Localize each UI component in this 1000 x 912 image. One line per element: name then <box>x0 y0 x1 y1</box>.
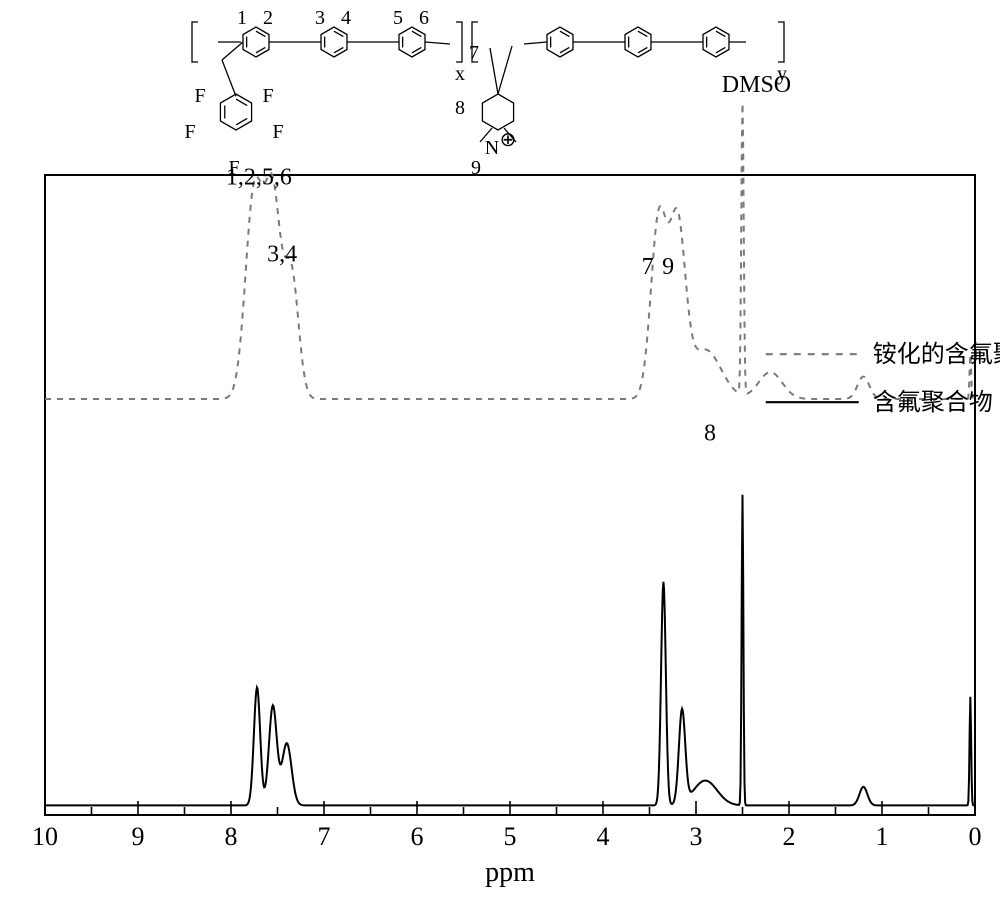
peak-label: 8 <box>704 421 716 447</box>
peak-label: 3,4 <box>267 241 297 267</box>
structure-label: 5 <box>393 7 403 29</box>
structure-label: 6 <box>419 7 429 29</box>
x-tick-label: 1 <box>876 822 889 851</box>
x-tick-label: 10 <box>32 822 58 851</box>
structure-label: N <box>485 137 499 159</box>
plot-frame <box>45 175 975 815</box>
x-axis-label: ppm <box>485 857 535 888</box>
legend-label: 铵化的含氟聚合物 <box>873 341 1000 368</box>
structure-label: 1 <box>237 7 247 29</box>
structure-label: F <box>194 85 205 107</box>
x-tick-label: 2 <box>783 822 796 851</box>
x-tick-label: 6 <box>411 822 424 851</box>
structure-label: x <box>455 63 465 85</box>
legend-label: 含氟聚合物 <box>873 389 993 416</box>
peak-label: 7 <box>642 254 654 280</box>
x-tick-label: 9 <box>132 822 145 851</box>
structure-label: 4 <box>341 7 351 29</box>
structure-label: 7 <box>469 42 479 64</box>
structure-label: 9 <box>471 157 481 179</box>
structure-label: y <box>777 63 787 85</box>
x-tick-label: 4 <box>597 822 610 851</box>
structure-label: F <box>272 121 283 143</box>
x-tick-label: 5 <box>504 822 517 851</box>
structure-label: 3 <box>315 7 325 29</box>
structure-label: F <box>228 157 239 179</box>
structure-label: F <box>184 121 195 143</box>
x-tick-label: 3 <box>690 822 703 851</box>
structure-label: 8 <box>455 97 465 119</box>
x-tick-label: 0 <box>969 822 982 851</box>
structure-label: F <box>262 85 273 107</box>
structure-label: ⊕ <box>500 129 517 151</box>
nmr-figure: 012345678910ppm1,2,5,63,4798DMSO铵化的含氟聚合物… <box>0 0 1000 912</box>
x-tick-label: 8 <box>225 822 238 851</box>
peak-label: 9 <box>662 254 674 280</box>
chemical-structure: 1234567xy89FFFFFN⊕ <box>184 7 787 179</box>
x-tick-label: 7 <box>318 822 331 851</box>
spectrum-fluoropolymer <box>45 495 975 806</box>
structure-label: 2 <box>263 7 273 29</box>
